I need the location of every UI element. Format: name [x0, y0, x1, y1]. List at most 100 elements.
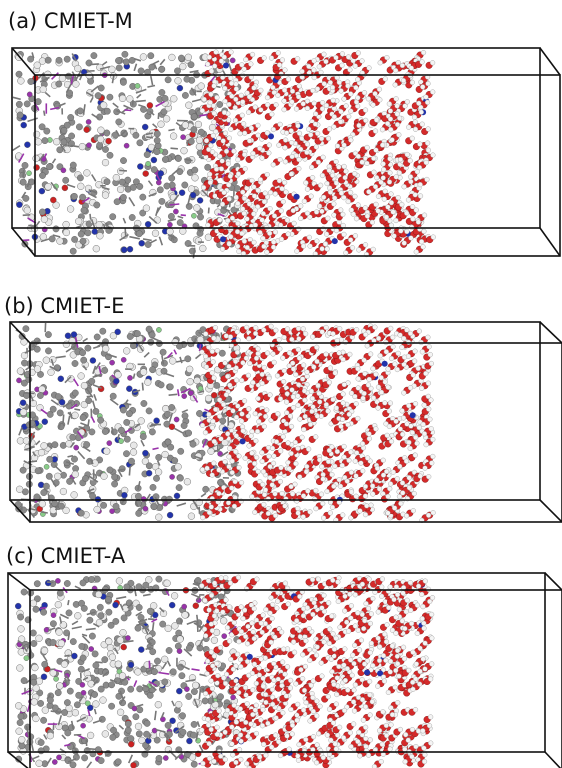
atom	[251, 629, 256, 634]
atom	[132, 706, 137, 711]
atom	[356, 51, 361, 56]
atom	[128, 741, 134, 747]
atom	[102, 731, 109, 738]
atom	[244, 186, 249, 191]
atom	[419, 110, 424, 115]
atom	[96, 64, 103, 71]
box-edge	[10, 322, 30, 343]
atom	[331, 484, 336, 489]
bond	[138, 105, 145, 107]
atom	[81, 723, 86, 728]
atom	[219, 350, 225, 356]
atom	[102, 656, 108, 662]
atom	[412, 359, 417, 364]
atom	[102, 367, 108, 373]
atom	[188, 61, 194, 67]
atom	[408, 385, 413, 390]
atom	[273, 191, 278, 196]
atom	[270, 483, 275, 488]
bond	[178, 389, 179, 396]
atom	[282, 368, 287, 373]
atom	[290, 100, 295, 105]
atom	[146, 326, 152, 332]
atom	[50, 621, 56, 627]
atom	[20, 400, 26, 406]
atom	[169, 54, 176, 61]
atom	[30, 630, 36, 636]
atom	[426, 381, 431, 386]
atom	[172, 457, 178, 463]
atom	[22, 162, 28, 168]
atom	[298, 417, 303, 422]
bond	[90, 97, 93, 102]
atom	[98, 85, 104, 91]
atom	[379, 390, 384, 395]
atom	[413, 192, 418, 197]
atom	[204, 365, 209, 370]
atom	[354, 327, 359, 332]
atom	[394, 218, 399, 223]
atom	[217, 398, 222, 403]
atom	[368, 352, 373, 357]
atom	[200, 423, 205, 428]
atom	[400, 408, 405, 413]
atom	[262, 424, 267, 429]
atom	[115, 661, 122, 668]
atom	[178, 55, 184, 61]
bond	[146, 137, 153, 138]
atom	[61, 139, 67, 145]
atom	[298, 216, 303, 221]
atom	[366, 383, 371, 388]
atom	[156, 576, 162, 582]
atom	[426, 148, 431, 153]
atom	[21, 589, 27, 595]
atom	[156, 327, 161, 332]
atom	[373, 184, 378, 189]
atom	[404, 459, 409, 464]
atom	[65, 333, 71, 339]
atom	[308, 132, 313, 137]
atom	[81, 382, 88, 389]
atom	[242, 211, 247, 216]
atom	[353, 233, 358, 238]
atom	[332, 125, 337, 130]
atom	[228, 174, 233, 179]
atom	[405, 229, 410, 234]
atom	[203, 354, 208, 359]
atom	[45, 183, 52, 190]
bond	[199, 689, 200, 699]
simulation-box	[10, 322, 562, 523]
bond	[84, 104, 86, 115]
bond	[28, 642, 29, 649]
atom	[230, 459, 235, 464]
atom	[364, 503, 369, 508]
atom	[246, 110, 251, 115]
atom	[44, 128, 50, 134]
atom	[203, 486, 209, 492]
atom	[61, 709, 67, 715]
atom	[186, 366, 193, 373]
atom	[62, 185, 68, 191]
atom	[318, 183, 323, 188]
atom	[74, 445, 79, 450]
atom	[392, 506, 397, 511]
atom	[204, 138, 209, 143]
atom	[133, 714, 139, 720]
atom	[232, 504, 237, 509]
atom	[85, 345, 91, 351]
atom	[325, 489, 330, 494]
atom	[365, 145, 370, 150]
atom	[376, 194, 381, 199]
atom	[282, 88, 287, 93]
bond	[174, 350, 176, 355]
atom	[221, 402, 226, 407]
atom	[347, 352, 352, 357]
atom	[247, 94, 252, 99]
atom	[217, 154, 222, 159]
atom	[265, 351, 270, 356]
atom	[290, 89, 295, 94]
atom	[46, 473, 52, 479]
atom	[424, 442, 429, 447]
atom	[396, 132, 401, 137]
atom	[273, 513, 278, 518]
